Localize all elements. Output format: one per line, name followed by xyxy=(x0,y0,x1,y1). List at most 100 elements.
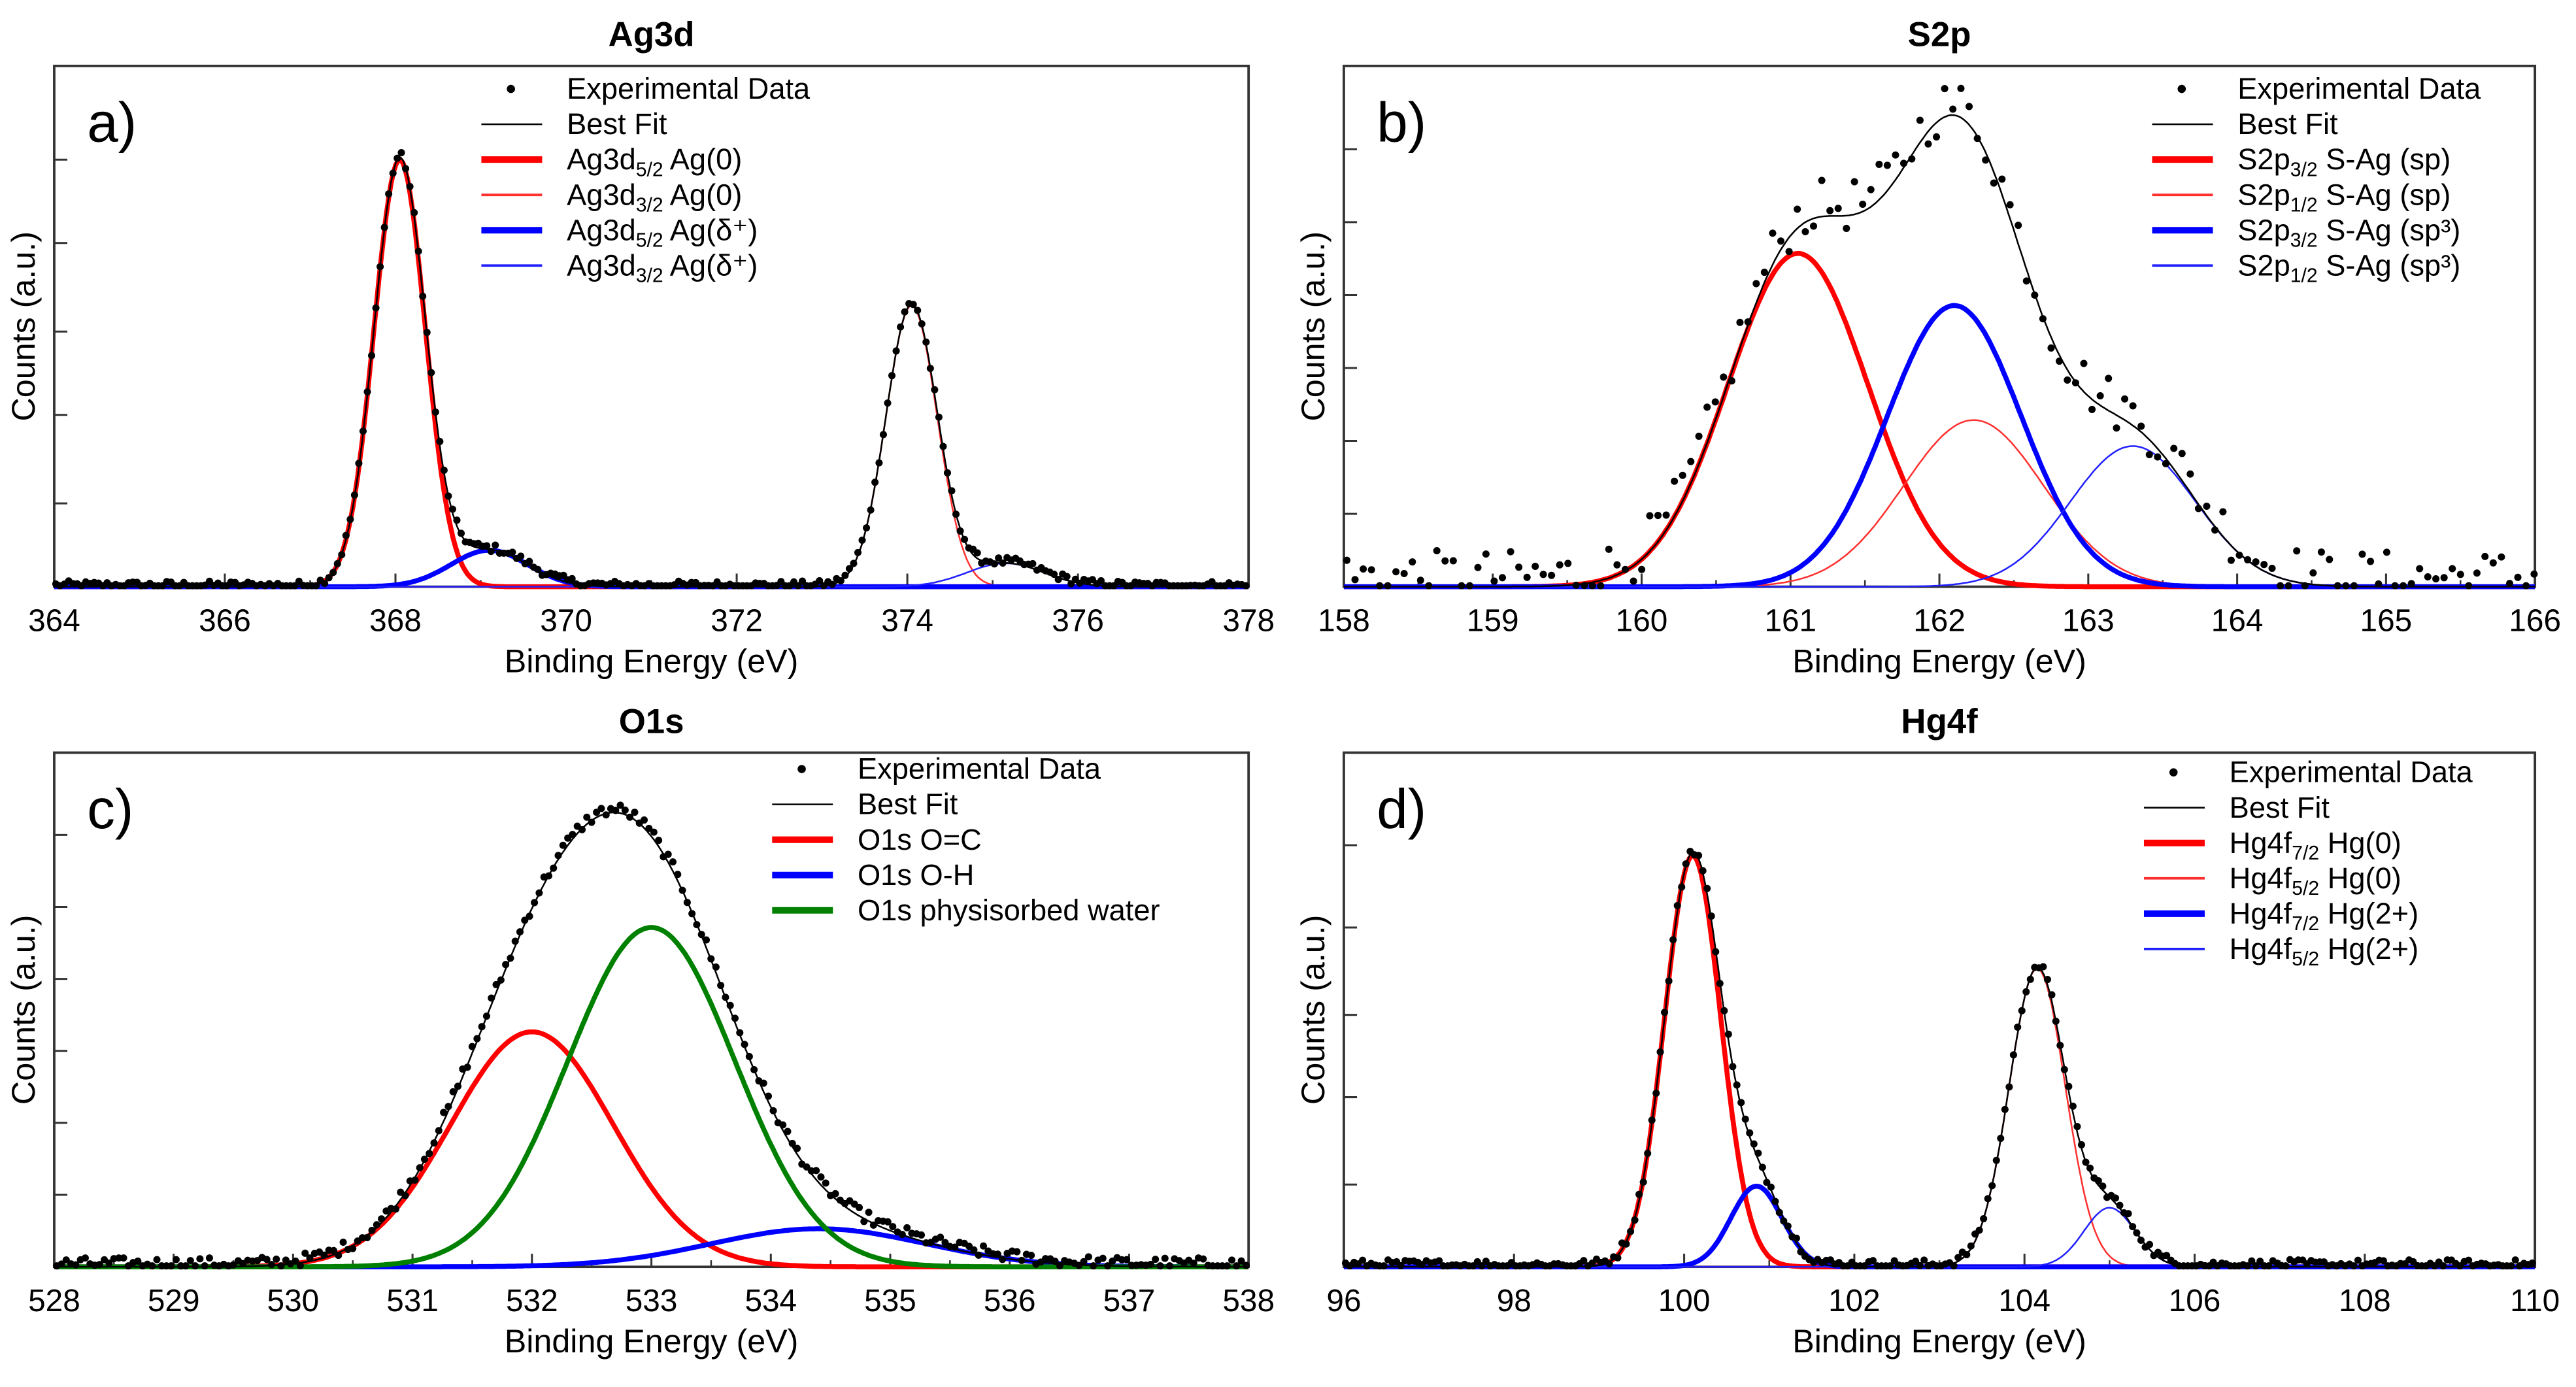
y-axis-label: Counts (a.u.) xyxy=(1295,915,1331,1105)
data-point xyxy=(2018,1007,2026,1014)
data-point xyxy=(994,1250,1001,1258)
data-point xyxy=(1737,1099,1745,1107)
data-point xyxy=(1661,1009,1669,1016)
data-point xyxy=(2071,379,2079,387)
data-point xyxy=(2086,1164,2094,1172)
data-point xyxy=(1924,140,1932,148)
x-tick-label: 158 xyxy=(1318,603,1370,638)
data-point xyxy=(431,408,439,416)
data-point xyxy=(355,460,363,467)
data-point xyxy=(342,531,350,539)
legend-entry: Experimental Data xyxy=(567,72,811,105)
legend-entry: Experimental Data xyxy=(858,752,1101,786)
data-point xyxy=(717,982,725,990)
data-point xyxy=(1507,548,1514,556)
data-point xyxy=(1965,103,1973,110)
data-point xyxy=(1920,1256,1928,1264)
data-point xyxy=(1482,1258,1490,1265)
data-point xyxy=(492,980,500,988)
plot-frame xyxy=(53,64,1250,588)
legend-text-base: Ag3d xyxy=(567,142,636,176)
x-tick-label: 161 xyxy=(1764,603,1816,638)
data-point xyxy=(453,516,461,524)
data-point xyxy=(182,1262,190,1270)
data-point xyxy=(1597,582,1605,590)
data-point xyxy=(788,1139,796,1147)
data-point xyxy=(1029,560,1037,567)
data-point xyxy=(1695,432,1703,440)
x-tick-label: 106 xyxy=(2169,1284,2221,1318)
data-point xyxy=(845,565,853,573)
data-point xyxy=(884,1218,892,1226)
data-point xyxy=(368,352,376,359)
y-axis-label: Counts (a.u.) xyxy=(5,915,42,1105)
legend-text-base: O1s physisorbed water xyxy=(858,894,1160,927)
data-point xyxy=(454,1082,462,1090)
data-point xyxy=(1644,1149,1652,1158)
data-point xyxy=(2162,460,2169,467)
data-point xyxy=(764,1092,773,1100)
component-curve-1 xyxy=(54,304,1249,588)
legend-entry: Experimental Data xyxy=(2230,756,2473,789)
component-curve-1 xyxy=(1343,419,2535,588)
x-tick-label: 96 xyxy=(1326,1284,1361,1318)
data-point xyxy=(888,372,896,380)
data-point xyxy=(1635,1190,1643,1198)
legend-entry: O1s O=C xyxy=(858,823,982,856)
legend-text-subscript: 3/2 xyxy=(636,265,663,286)
data-point xyxy=(1736,318,1744,326)
data-point xyxy=(2006,201,2014,209)
data-point xyxy=(1498,574,1507,582)
data-point xyxy=(1572,581,1580,589)
data-point xyxy=(2465,1256,2473,1264)
x-tick-label: 368 xyxy=(369,603,422,638)
data-point xyxy=(1801,227,1809,236)
data-point xyxy=(616,801,624,809)
legend-marker-dot xyxy=(797,765,806,773)
data-point xyxy=(918,320,926,328)
x-axis-label: Binding Energy (eV) xyxy=(1792,643,2086,679)
data-point xyxy=(338,551,346,559)
data-point xyxy=(2440,574,2448,582)
data-point xyxy=(2031,291,2039,299)
data-point xyxy=(1397,1262,1405,1269)
data-point xyxy=(526,912,533,920)
data-point xyxy=(440,1109,448,1116)
data-point xyxy=(1051,1258,1059,1265)
data-point xyxy=(831,1190,839,1197)
data-point xyxy=(939,443,947,450)
data-point xyxy=(935,413,943,421)
data-point xyxy=(1712,948,1720,956)
data-point xyxy=(393,154,401,162)
data-point xyxy=(2244,556,2252,563)
data-point xyxy=(973,549,981,557)
legend-text-base: O1s O-H xyxy=(858,858,974,892)
data-point xyxy=(463,1063,471,1071)
legend-text-rest: S-Ag (sp) xyxy=(2318,178,2451,211)
panel-label: c) xyxy=(87,778,133,841)
x-tick-label: 163 xyxy=(2062,603,2115,638)
data-point xyxy=(516,928,524,936)
component-curve-0 xyxy=(54,157,1249,590)
data-point xyxy=(841,571,849,579)
data-point xyxy=(1975,1226,1983,1234)
data-point xyxy=(769,1107,777,1114)
data-point xyxy=(1656,1048,1664,1056)
data-point xyxy=(867,506,875,514)
x-tick-label: 166 xyxy=(2509,603,2561,638)
data-point xyxy=(1630,577,1637,585)
data-point xyxy=(760,1079,767,1087)
data-point xyxy=(1435,1257,1443,1265)
data-point xyxy=(1982,156,1990,164)
legend-text-base: S2p xyxy=(2237,178,2290,211)
data-point xyxy=(1400,569,1408,578)
legend-entry: Ag3d5/2 Ag(0) xyxy=(567,142,742,180)
data-point xyxy=(2105,375,2113,382)
legend-entry: Best Fit xyxy=(858,788,958,821)
data-point xyxy=(1028,1252,1035,1260)
legend-entry: O1s physisorbed water xyxy=(858,894,1160,927)
data-point xyxy=(948,487,956,495)
data-point xyxy=(1351,576,1359,584)
data-point xyxy=(2039,963,2047,971)
